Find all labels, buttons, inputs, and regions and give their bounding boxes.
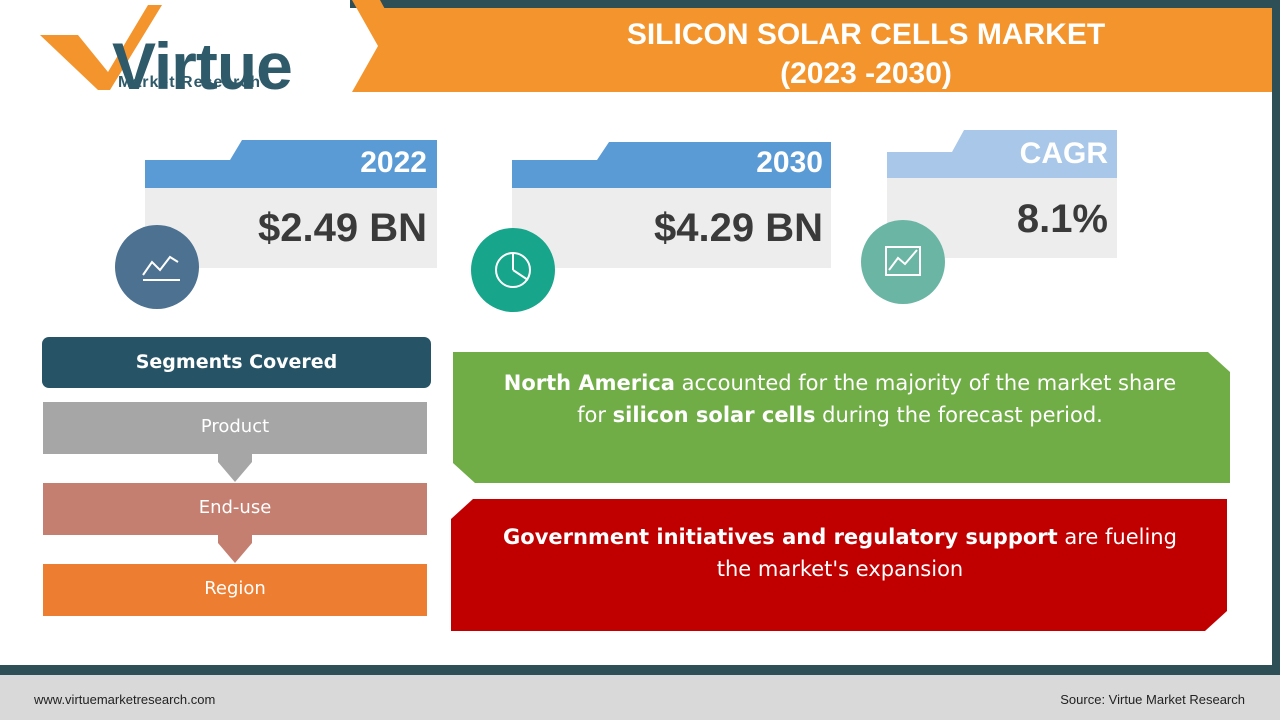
segment-item: Region [204,578,266,599]
insight-part: are fueling the market's expansion [716,525,1177,581]
insight-text: North America accounted for the majority… [490,367,1190,431]
header-title: SILICON SOLAR CELLS MARKET [626,18,1106,51]
segment-item: End-use [198,497,272,518]
stat-value: 8.1% [1016,197,1108,241]
logo-name: Virtue [112,29,293,103]
stat-value: $2.49 BN [258,206,427,250]
stat-label: 2030 [756,146,823,179]
segment-item: Product [200,416,270,437]
insight-text: Government initiatives and regulatory su… [490,521,1190,585]
logo-tagline: Market Research [118,74,262,91]
insight-part: silicon solar cells [612,403,816,427]
stat-label: 2022 [360,146,427,179]
stat-value: $4.29 BN [654,206,823,250]
insight-part: accounted for the majority of the market… [577,371,1177,427]
insight-part: North America [503,371,675,395]
header-subtitle: (2023 -2030) [780,57,952,90]
footer-source: Source: Virtue Market Research [1060,692,1245,707]
segments-title: Segments Covered [135,351,338,373]
insight-part: during the forecast period. [815,403,1103,427]
stat-label: CAGR [1019,137,1108,170]
footer-website: www.virtuemarketresearch.com [34,692,216,707]
insight-part: Government initiatives and regulatory su… [503,525,1058,549]
